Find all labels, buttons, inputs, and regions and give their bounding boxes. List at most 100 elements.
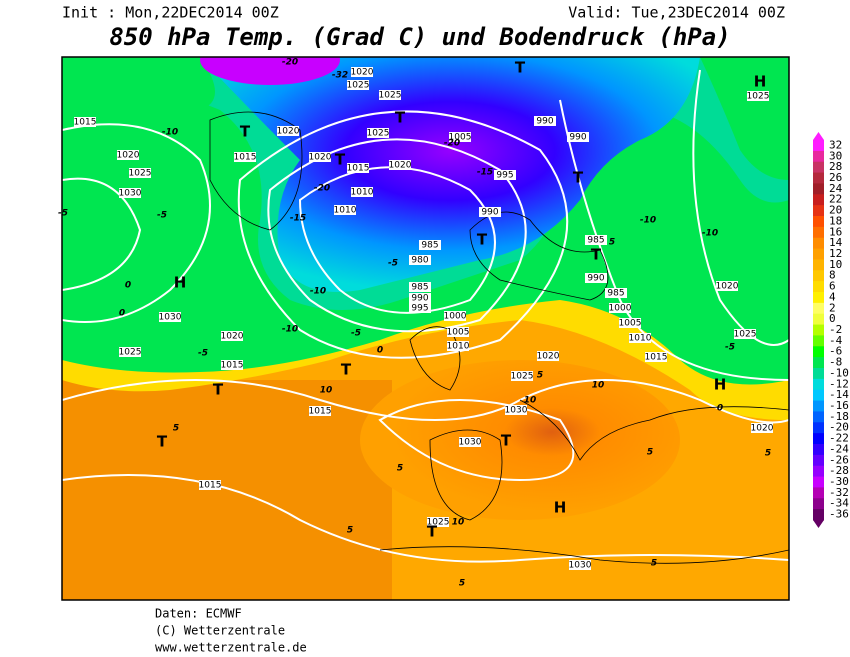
isobar-label: 990	[536, 117, 553, 127]
color-swatch	[813, 292, 824, 304]
isotherm-label: -10	[282, 325, 298, 335]
label-box	[221, 360, 243, 370]
label-box	[605, 288, 627, 298]
isotherm-label: -20	[444, 139, 460, 149]
pressure-center: H	[714, 376, 727, 394]
valid-time: Valid: Tue,23DEC2014 00Z	[568, 4, 785, 22]
scale-label: -32	[829, 486, 849, 499]
scale-label: -18	[829, 410, 849, 423]
label-box	[347, 163, 369, 173]
isotherm-label: -10	[310, 287, 326, 297]
isobar-label: 1020	[277, 127, 300, 137]
isobar-label: 1010	[334, 206, 357, 216]
isobar-label: 1020	[117, 151, 140, 161]
pressure-center: H	[174, 274, 187, 292]
label-box	[409, 282, 431, 292]
isotherm-label: 10	[452, 518, 465, 528]
label-box	[367, 128, 389, 138]
label-box	[409, 303, 431, 313]
color-swatch	[813, 205, 824, 217]
label-box	[351, 67, 373, 77]
scale-label: 16	[829, 225, 842, 238]
isotherm-label: -10	[702, 229, 718, 239]
isobars	[62, 69, 789, 563]
isobar-label: 1015	[347, 164, 370, 174]
isobar-label: 1025	[347, 81, 370, 91]
label-box	[129, 168, 151, 178]
isobar-label: 990	[569, 133, 586, 143]
label-box	[234, 152, 256, 162]
scale-label: -2	[829, 323, 842, 336]
isobar-label: 1005	[619, 319, 642, 329]
label-box	[629, 333, 651, 343]
label-box	[585, 273, 607, 283]
color-swatch	[813, 433, 824, 445]
label-box	[309, 152, 331, 162]
scale-label: 20	[829, 204, 842, 217]
isobar-label: 1015	[645, 353, 668, 363]
color-swatch	[813, 465, 824, 478]
isobar-label: 1005	[449, 133, 472, 143]
label-box	[389, 160, 411, 170]
scale-label: 2	[829, 301, 836, 314]
pressure-center: T	[213, 381, 224, 399]
isotherm-label: -5	[157, 211, 167, 221]
map-title: 850 hPa Temp. (Grad C) und Bodendruck (h…	[109, 23, 730, 51]
isobar-label: 990	[587, 274, 604, 284]
init-time: Init : Mon,22DEC2014 00Z	[62, 4, 279, 22]
color-scale: 32302826242220181614121086420-2-4-6-8-10…	[813, 132, 849, 528]
color-swatch	[813, 161, 824, 174]
isotherm-label: -5	[198, 349, 208, 359]
isobar-label: 995	[411, 304, 428, 314]
pressure-center: T	[395, 109, 406, 127]
map-background	[62, 57, 789, 600]
scale-label: 28	[829, 160, 842, 173]
isobar-label: 1020	[389, 161, 412, 171]
isotherm-label: 10	[592, 381, 605, 391]
isobar-label: 985	[421, 241, 438, 251]
isobar-label: 1030	[505, 406, 528, 416]
pressure-center: T	[341, 361, 352, 379]
scale-label: 26	[829, 171, 842, 184]
label-box	[347, 80, 369, 90]
color-swatch	[813, 509, 824, 521]
label-box	[537, 351, 559, 361]
scale-label: -20	[829, 421, 849, 434]
color-swatch	[813, 324, 824, 336]
color-swatch	[813, 302, 824, 315]
isobar-label: 980	[411, 256, 428, 266]
color-swatch	[813, 216, 824, 228]
scale-label: -16	[829, 399, 849, 412]
scale-label: -4	[829, 334, 843, 347]
color-swatch	[813, 281, 824, 293]
isobar-label: 990	[411, 294, 428, 304]
isobar-label: 1015	[74, 118, 97, 128]
pressure-center: T	[591, 246, 602, 264]
label-box	[459, 437, 481, 447]
isobar-label: 985	[607, 289, 624, 299]
pressure-center: T	[427, 523, 438, 541]
isotherm-label: -15	[477, 168, 493, 178]
color-swatch	[813, 313, 824, 326]
label-box	[449, 132, 471, 142]
pressure-center: T	[335, 151, 346, 169]
scale-label: -6	[829, 345, 842, 358]
label-box	[309, 406, 331, 416]
isotherm-label: 5	[609, 238, 615, 248]
scale-label: -36	[829, 508, 849, 521]
isobar-label: 1025	[511, 372, 534, 382]
isobar-label: 1020	[351, 68, 374, 78]
scale-label: 18	[829, 214, 842, 227]
scale-cap	[813, 520, 824, 528]
isobar-label: 1020	[537, 352, 560, 362]
isotherm-label: 5	[173, 424, 179, 434]
isotherm-label: 0	[119, 309, 125, 319]
scale-label: 10	[829, 258, 842, 271]
label-box	[199, 480, 221, 490]
label-box	[569, 560, 591, 570]
isobar-label: 1000	[609, 304, 632, 314]
label-box	[119, 347, 141, 357]
isotherm-label: -32	[332, 71, 348, 81]
label-box	[716, 281, 738, 291]
